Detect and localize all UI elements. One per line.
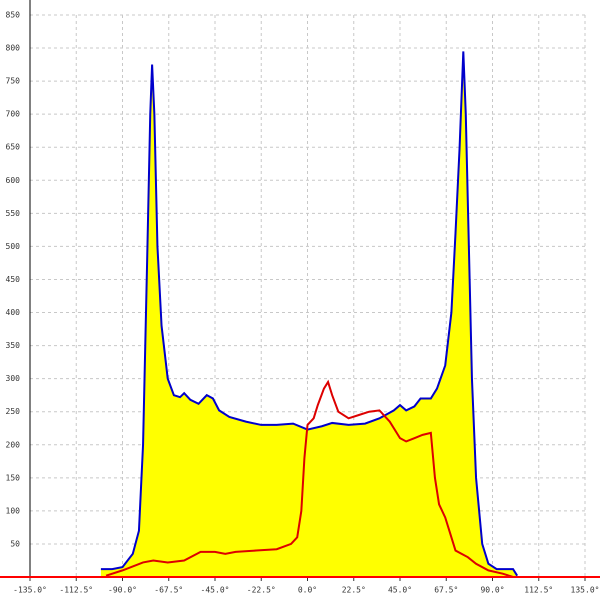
y-tick-label: 350 — [6, 341, 21, 350]
line — [105, 379, 514, 578]
y-tick-label: 450 — [6, 275, 21, 284]
x-tick-label: 112.5° — [524, 586, 553, 595]
y-tick-label: 850 — [6, 11, 21, 20]
y-tick-label: 50 — [10, 539, 20, 548]
x-tick-label: -90.0° — [108, 586, 137, 595]
y-tick-label: 250 — [6, 407, 21, 416]
x-tick-label: -22.5° — [247, 586, 276, 595]
area — [100, 51, 518, 578]
x-tick-label: 67.5° — [434, 586, 458, 595]
x-tick-label: -45.0° — [201, 586, 230, 595]
y-tick-label: 550 — [6, 209, 21, 218]
y-tick-label: 750 — [6, 77, 21, 86]
y-tick-label: 650 — [6, 143, 21, 152]
y-tick-label: 150 — [6, 473, 21, 482]
x-tick-label: 0.0° — [298, 586, 317, 595]
y-tick-label: 200 — [6, 440, 21, 449]
x-tick-label: -112.5° — [59, 586, 93, 595]
y-tick-label: 800 — [6, 44, 21, 53]
y-tick-label: 300 — [6, 374, 21, 383]
x-tick-label: 45.0° — [388, 586, 412, 595]
x-tick-label: 22.5° — [342, 586, 366, 595]
x-tick-label: -67.5° — [154, 586, 183, 595]
x-tick-label: 135.0° — [571, 586, 600, 595]
y-tick-label: 500 — [6, 242, 21, 251]
y-tick-label: 100 — [6, 506, 21, 515]
x-tick-label: -135.0° — [13, 586, 47, 595]
y-tick-label: 700 — [6, 110, 21, 119]
y-tick-label: 400 — [6, 308, 21, 317]
y-tick-label: 600 — [6, 176, 21, 185]
x-tick-label: 90.0° — [480, 586, 504, 595]
